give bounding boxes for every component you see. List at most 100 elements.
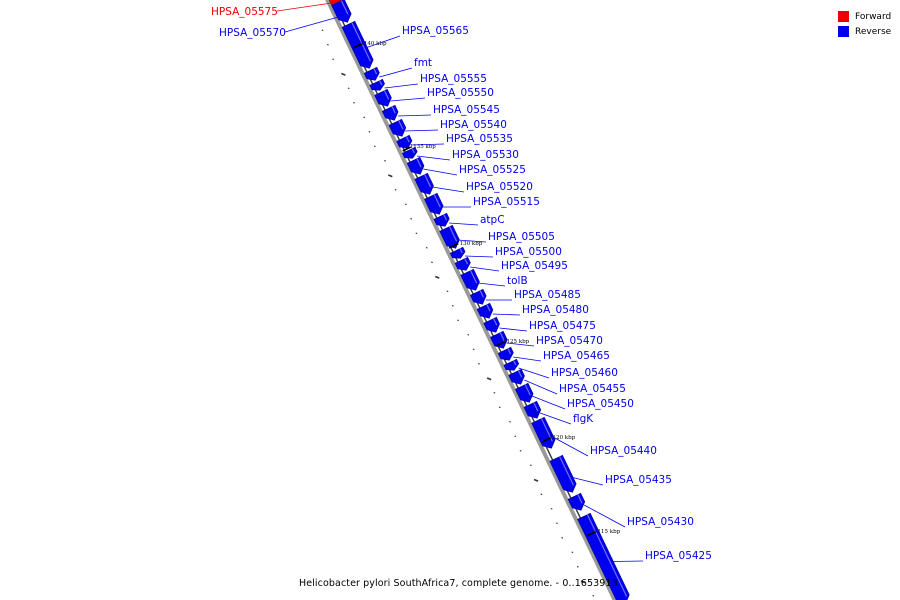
gene-label-hpsa-05535[interactable]: HPSA_05535 xyxy=(446,133,513,145)
gene-hpsa-05460[interactable] xyxy=(503,358,520,371)
tick-label: 1140 kbp xyxy=(360,41,387,47)
gene-arrow[interactable] xyxy=(490,330,508,349)
gene-label-hpsa-05440[interactable]: HPSA_05440 xyxy=(590,445,657,457)
gene-label-hpsa-05530[interactable]: HPSA_05530 xyxy=(452,149,519,161)
gene-label-atpc[interactable]: atpC xyxy=(480,214,505,226)
gene-label-hpsa-05555[interactable]: HPSA_05555 xyxy=(420,73,487,85)
gene-arrow[interactable] xyxy=(497,346,514,361)
gene-hpsa-05470[interactable] xyxy=(490,330,508,349)
gene-label-hpsa-05460[interactable]: HPSA_05460 xyxy=(551,367,618,379)
gene-label-fmt[interactable]: fmt xyxy=(414,57,432,69)
gene-label-hpsa-05540[interactable]: HPSA_05540 xyxy=(440,119,507,131)
gene-label-hpsa-05565[interactable]: HPSA_05565 xyxy=(402,25,469,37)
gene-arrow[interactable] xyxy=(381,104,399,121)
gene-hpsa-05550[interactable] xyxy=(374,88,392,107)
gc-dot xyxy=(571,551,574,554)
gene-label-hpsa-05525[interactable]: HPSA_05525 xyxy=(459,164,526,176)
gene-label-hpsa-05465[interactable]: HPSA_05465 xyxy=(543,350,610,362)
gene-arrow[interactable] xyxy=(531,416,556,449)
gene-label-hpsa-05475[interactable]: HPSA_05475 xyxy=(529,320,596,332)
gene-hpsa-05525[interactable] xyxy=(406,156,425,175)
gene-arrow[interactable] xyxy=(476,302,494,319)
gene-flgk[interactable] xyxy=(523,400,542,419)
gene-label-hpsa-05425[interactable]: HPSA_05425 xyxy=(645,550,712,562)
gene-arrow[interactable] xyxy=(514,382,534,403)
gene-hpsa-05430[interactable] xyxy=(567,492,586,511)
gc-dot xyxy=(341,72,346,76)
gc-dot xyxy=(394,188,397,191)
gene-hpsa-05475[interactable] xyxy=(483,316,500,333)
gene-label-hpsa-05505[interactable]: HPSA_05505 xyxy=(488,231,555,243)
gene-label-hpsa-05570[interactable]: HPSA_05570 xyxy=(219,27,286,39)
gene-hpsa-05450[interactable] xyxy=(514,382,534,403)
gene-arrow[interactable] xyxy=(567,492,586,511)
gene-arrow[interactable] xyxy=(483,316,500,333)
gene-arrow[interactable] xyxy=(460,268,480,291)
gc-dot xyxy=(373,145,376,148)
gene-arrow[interactable] xyxy=(388,118,407,137)
gene-label-hpsa-05575[interactable]: HPSA_05575 xyxy=(211,6,278,18)
gene-hpsa-05535[interactable] xyxy=(396,134,413,149)
gene-hpsa-05520[interactable] xyxy=(414,172,434,195)
gene-label-hpsa-05515[interactable]: HPSA_05515 xyxy=(473,196,540,208)
gc-dot xyxy=(561,536,564,539)
gene-arrow[interactable] xyxy=(341,20,374,69)
gene-label-hpsa-05480[interactable]: HPSA_05480 xyxy=(522,304,589,316)
gene-label-hpsa-05545[interactable]: HPSA_05545 xyxy=(433,104,500,116)
gene-label-hpsa-05450[interactable]: HPSA_05450 xyxy=(567,398,634,410)
gene-hpsa-05570[interactable] xyxy=(331,0,352,23)
tick-label: 1125 kbp xyxy=(503,339,530,345)
gene-arrow[interactable] xyxy=(374,88,392,107)
gene-hpsa-05500[interactable] xyxy=(449,246,466,259)
gene-hpsa-05555[interactable] xyxy=(369,78,385,91)
gene-hpsa-05540[interactable] xyxy=(388,118,407,137)
gc-dot xyxy=(486,377,492,381)
gene-label-hpsa-05430[interactable]: HPSA_05430 xyxy=(627,516,694,528)
gene-hpsa-05565[interactable] xyxy=(341,20,374,69)
gene-atpc[interactable] xyxy=(433,212,450,227)
tick-mark xyxy=(448,243,458,249)
gene-hpsa-05485[interactable] xyxy=(469,288,487,305)
gene-hpsa-05435[interactable] xyxy=(549,454,577,493)
gc-dot xyxy=(592,594,595,597)
gene-label-hpsa-05485[interactable]: HPSA_05485 xyxy=(514,289,581,301)
gene-label-hpsa-05520[interactable]: HPSA_05520 xyxy=(466,181,533,193)
gene-arrow[interactable] xyxy=(433,212,450,227)
gene-hpsa-05465[interactable] xyxy=(497,346,514,361)
gene-hpsa-05480[interactable] xyxy=(476,302,494,319)
gene-arrow[interactable] xyxy=(424,192,444,215)
gene-arrow[interactable] xyxy=(549,454,577,493)
gene-fmt[interactable] xyxy=(363,66,380,81)
gene-label-tolb[interactable]: tolB xyxy=(507,275,528,287)
gene-tolb[interactable] xyxy=(460,268,480,291)
gene-arrow[interactable] xyxy=(508,368,525,385)
gene-label-hpsa-05495[interactable]: HPSA_05495 xyxy=(501,260,568,272)
gene-arrow[interactable] xyxy=(331,0,352,23)
gene-hpsa-05440[interactable] xyxy=(531,416,556,449)
gene-label-hpsa-05455[interactable]: HPSA_05455 xyxy=(559,383,626,395)
gene-arrow[interactable] xyxy=(449,246,466,259)
gene-arrow[interactable] xyxy=(523,400,542,419)
gene-label-hpsa-05470[interactable]: HPSA_05470 xyxy=(536,335,603,347)
gene-arrow[interactable] xyxy=(414,172,434,195)
gene-hpsa-05505[interactable] xyxy=(439,224,460,249)
gene-arrow[interactable] xyxy=(454,256,471,271)
gc-dot xyxy=(388,174,393,178)
gc-dot xyxy=(425,246,428,249)
gene-label-hpsa-05500[interactable]: HPSA_05500 xyxy=(495,246,562,258)
gene-label-flgk[interactable]: flgK xyxy=(573,413,594,425)
gene-hpsa-05545[interactable] xyxy=(381,104,399,121)
gene-arrow[interactable] xyxy=(503,358,520,371)
gene-hpsa-05495[interactable] xyxy=(454,256,471,271)
gene-label-hpsa-05550[interactable]: HPSA_05550 xyxy=(427,87,494,99)
gene-arrow[interactable] xyxy=(369,78,385,91)
gene-arrow[interactable] xyxy=(396,134,413,149)
gene-arrow[interactable] xyxy=(469,288,487,305)
gene-hpsa-05530[interactable] xyxy=(401,146,418,159)
gene-highlight xyxy=(507,348,512,355)
gene-hpsa-05455[interactable] xyxy=(508,368,525,385)
gene-hpsa-05515[interactable] xyxy=(424,192,444,215)
gene-arrow[interactable] xyxy=(363,66,380,81)
gene-arrow[interactable] xyxy=(406,156,425,175)
gene-label-hpsa-05435[interactable]: HPSA_05435 xyxy=(605,474,672,486)
